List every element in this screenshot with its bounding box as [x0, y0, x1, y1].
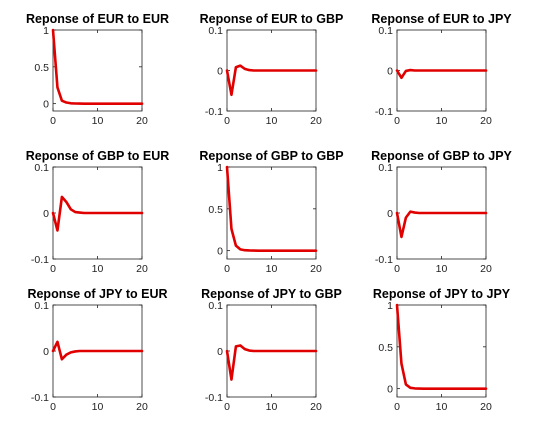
y-tick-label: 0 [387, 208, 393, 220]
y-tick-label: -0.1 [31, 254, 49, 266]
panel-title: Reponse of JPY to GBP [201, 287, 342, 301]
x-tick-label: 20 [310, 263, 322, 275]
x-tick-label: 0 [394, 263, 400, 275]
x-tick-label: 10 [436, 401, 448, 413]
irf-panel-reponse-of-jpy-to-eur: Reponse of JPY to EUR-0.100.10 10 20 [27, 287, 167, 413]
plot-frame [396, 304, 487, 398]
y-tick-label: -0.1 [205, 392, 223, 404]
panel-title: Reponse of EUR to GBP [200, 12, 344, 26]
response-line [225, 344, 318, 381]
x-tick-label: 20 [480, 115, 492, 127]
x-tick-label: 10 [266, 263, 278, 275]
response-line [395, 68, 488, 80]
response-line [395, 303, 488, 390]
x-tick-label: 20 [136, 263, 148, 275]
y-tick-label: 0 [43, 208, 49, 220]
irf-panel-reponse-of-eur-to-gbp: Reponse of EUR to GBP-0.100.10 10 20 [200, 12, 344, 127]
x-tick-label: 20 [136, 115, 148, 127]
panel-title: Reponse of GBP to EUR [26, 149, 170, 163]
y-tick-label: 0.1 [34, 300, 49, 312]
y-tick-label: 0 [217, 346, 223, 358]
y-tick-label: 0.5 [34, 62, 49, 74]
x-tick-label: 10 [92, 263, 104, 275]
y-tick-label: -0.1 [375, 106, 393, 118]
x-tick-label: 0 [50, 263, 56, 275]
x-tick-label: 20 [310, 115, 322, 127]
irf-panel-reponse-of-eur-to-jpy: Reponse of EUR to JPY-0.100.10 10 20 [371, 12, 512, 127]
response-line [51, 340, 144, 361]
y-tick-label: 0.5 [378, 342, 393, 354]
panel-title: Reponse of GBP to GBP [199, 149, 343, 163]
irf-panel-reponse-of-gbp-to-eur: Reponse of GBP to EUR-0.100.10 10 20 [26, 149, 170, 275]
y-tick-label: 0.5 [208, 204, 223, 216]
x-tick-label: 10 [436, 263, 448, 275]
panel-title: Reponse of EUR to EUR [26, 12, 169, 26]
x-tick-label: 0 [394, 115, 400, 127]
plot-frame [226, 166, 317, 260]
x-tick-label: 0 [394, 401, 400, 413]
y-tick-label: 0.1 [378, 25, 393, 37]
response-line [51, 28, 144, 105]
x-tick-label: 0 [224, 115, 230, 127]
y-tick-label: -0.1 [205, 106, 223, 118]
y-tick-label: 0 [387, 66, 393, 78]
x-tick-label: 20 [136, 401, 148, 413]
y-tick-label: 0.1 [378, 162, 393, 174]
y-tick-label: 0 [217, 246, 223, 258]
x-tick-label: 20 [480, 401, 492, 413]
x-tick-label: 10 [266, 115, 278, 127]
y-tick-label: 0.1 [34, 162, 49, 174]
x-tick-label: 0 [50, 401, 56, 413]
y-tick-label: 0.1 [208, 25, 223, 37]
y-tick-label: 0 [43, 99, 49, 111]
irf-panel-reponse-of-jpy-to-gbp: Reponse of JPY to GBP-0.100.10 10 20 [201, 287, 342, 413]
y-tick-label: -0.1 [375, 254, 393, 266]
panel-title: Reponse of EUR to JPY [371, 12, 512, 26]
x-tick-label: 10 [92, 401, 104, 413]
x-tick-label: 10 [436, 115, 448, 127]
x-tick-label: 0 [224, 263, 230, 275]
plot-frame [52, 29, 143, 112]
x-tick-label: 10 [266, 401, 278, 413]
y-tick-label: -0.1 [31, 392, 49, 404]
response-line [51, 195, 144, 232]
panel-title: Reponse of GBP to JPY [371, 149, 512, 163]
y-tick-label: 0 [43, 346, 49, 358]
x-tick-label: 0 [50, 115, 56, 127]
response-line [225, 64, 318, 97]
panel-title: Reponse of JPY to EUR [27, 287, 167, 301]
x-tick-label: 10 [92, 115, 104, 127]
y-tick-label: 1 [387, 300, 393, 312]
y-tick-label: 0 [217, 66, 223, 78]
y-tick-label: 1 [217, 162, 223, 174]
y-tick-label: 0 [387, 384, 393, 396]
x-tick-label: 0 [224, 401, 230, 413]
irf-panel-reponse-of-gbp-to-jpy: Reponse of GBP to JPY-0.100.10 10 20 [371, 149, 512, 275]
x-tick-label: 20 [480, 263, 492, 275]
response-line [225, 165, 318, 252]
panel-title: Reponse of JPY to JPY [373, 287, 511, 301]
x-tick-label: 20 [310, 401, 322, 413]
y-tick-label: 0.1 [208, 300, 223, 312]
y-tick-label: 1 [43, 25, 49, 37]
response-line [395, 210, 488, 239]
